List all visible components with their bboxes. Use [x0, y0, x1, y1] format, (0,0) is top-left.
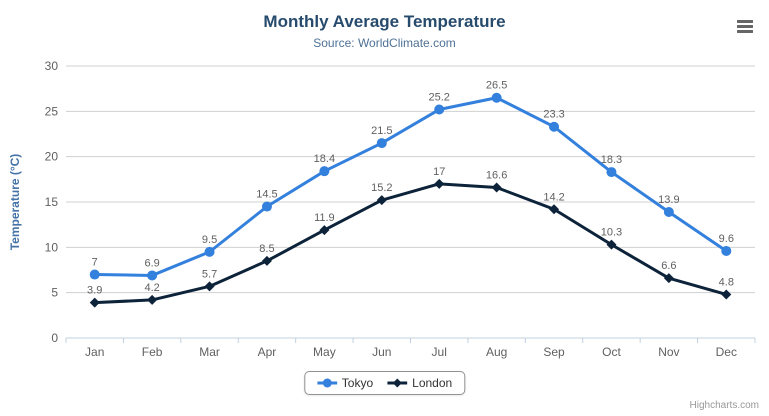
data-label: 9.6 [719, 233, 734, 245]
data-point-london[interactable] [89, 297, 100, 308]
data-label: 4.2 [144, 282, 159, 294]
legend-item-tokyo[interactable]: Tokyo [316, 376, 374, 390]
data-point-tokyo[interactable] [606, 167, 617, 178]
data-point-tokyo[interactable] [434, 104, 445, 115]
data-point-tokyo[interactable] [721, 245, 732, 256]
data-label: 13.9 [658, 194, 679, 206]
data-label: 26.5 [486, 80, 507, 92]
x-axis-label: May [313, 345, 336, 359]
hamburger-icon [737, 29, 753, 33]
data-point-london[interactable] [319, 225, 330, 236]
series-line-tokyo[interactable] [93, 96, 728, 277]
legend-marker-circle-icon [316, 378, 337, 388]
data-label: 18.4 [314, 153, 335, 165]
data-point-tokyo[interactable] [319, 166, 330, 177]
hamburger-icon [737, 24, 753, 28]
y-axis-label: 15 [45, 195, 59, 209]
x-axis-label: Jun [372, 345, 391, 359]
x-axis-label: Jan [85, 345, 104, 359]
highcharts-credit[interactable]: Highcharts.com [689, 400, 759, 411]
data-label: 9.5 [202, 234, 217, 246]
y-axis-label: 20 [45, 150, 59, 164]
data-point-london[interactable] [663, 273, 674, 284]
data-label: 17 [433, 166, 445, 178]
data-point-tokyo[interactable] [491, 92, 502, 103]
context-menu-button[interactable] [733, 15, 757, 37]
x-axis-label: Mar [199, 345, 220, 359]
x-axis-label: Apr [258, 345, 277, 359]
x-axis-label: Feb [142, 345, 163, 359]
x-axis-label: Sep [543, 345, 565, 359]
y-axis-title: Temperature (°C) [8, 153, 22, 251]
y-axis-label: 10 [45, 240, 59, 254]
data-point-tokyo[interactable] [147, 270, 158, 281]
data-point-tokyo[interactable] [376, 138, 387, 149]
data-point-london[interactable] [261, 255, 272, 266]
data-label: 5.7 [202, 268, 217, 280]
legend-marker-diamond-icon [387, 378, 408, 388]
data-label: 18.3 [601, 154, 622, 166]
data-label: 10.3 [601, 227, 622, 239]
x-axis-label: Dec [716, 345, 737, 359]
y-axis-label: 25 [45, 104, 59, 118]
y-axis-label: 30 [45, 59, 59, 73]
chart-subtitle: Source: WorldClimate.com [313, 36, 456, 50]
data-label: 23.3 [543, 109, 564, 121]
y-axis-label: 0 [51, 331, 58, 345]
chart-title: Monthly Average Temperature [263, 12, 506, 31]
data-label: 15.2 [371, 182, 392, 194]
legend-label: Tokyo [341, 376, 374, 390]
x-axis-label: Jul [432, 345, 447, 359]
data-label: 16.6 [486, 169, 507, 181]
data-point-tokyo[interactable] [549, 121, 560, 132]
y-axis-label: 5 [51, 286, 58, 300]
series-line-london[interactable] [93, 182, 728, 305]
hamburger-icon [737, 19, 753, 23]
legend-item-london[interactable]: London [387, 376, 452, 390]
data-point-london[interactable] [147, 294, 158, 305]
data-point-london[interactable] [721, 289, 732, 300]
data-point-london[interactable] [376, 195, 387, 206]
legend-label: London [412, 376, 453, 390]
data-label: 14.5 [256, 189, 277, 201]
data-label: 25.2 [428, 92, 449, 104]
data-point-london[interactable] [204, 281, 215, 292]
data-point-london[interactable] [491, 182, 502, 193]
data-label: 6.9 [144, 257, 159, 269]
data-point-tokyo[interactable] [89, 269, 100, 280]
data-label: 7 [92, 257, 98, 269]
data-point-tokyo[interactable] [261, 201, 272, 212]
data-point-tokyo[interactable] [204, 246, 215, 257]
data-label: 11.9 [314, 212, 335, 224]
data-point-london[interactable] [549, 204, 560, 215]
data-label: 21.5 [371, 125, 392, 137]
data-label: 4.8 [719, 276, 734, 288]
data-label: 8.5 [259, 243, 274, 255]
data-point-london[interactable] [606, 239, 617, 250]
x-axis-label: Oct [602, 345, 621, 359]
x-axis-label: Aug [486, 345, 507, 359]
data-point-london[interactable] [434, 178, 445, 189]
x-axis-label: Nov [658, 345, 679, 359]
data-point-tokyo[interactable] [663, 206, 674, 217]
legend: Tokyo London [303, 371, 466, 395]
data-label: 6.6 [661, 260, 676, 272]
data-label: 3.9 [87, 285, 102, 297]
data-label: 14.2 [543, 191, 564, 203]
